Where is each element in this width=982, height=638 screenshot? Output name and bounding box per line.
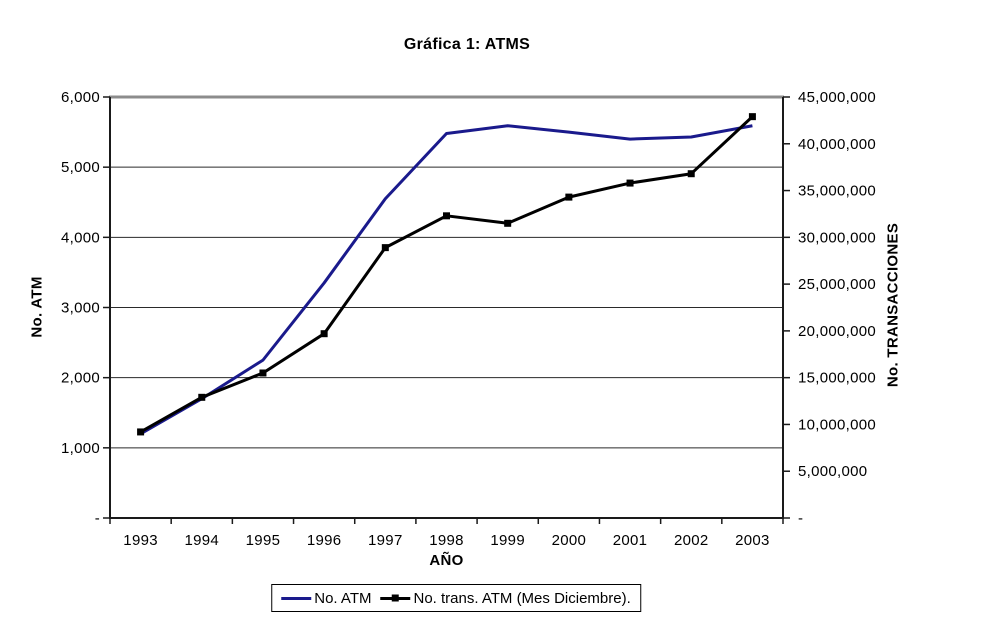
transactions-data-marker <box>443 212 450 220</box>
legend-label-transactions: No. trans. ATM (Mes Diciembre). <box>413 589 631 607</box>
atm-line-swatch-icon <box>281 596 312 600</box>
right-axis-tick-label: 10,000,000 <box>798 416 876 433</box>
x-axis-tick-label: 1993 <box>123 532 158 549</box>
square-marker-icon <box>391 594 399 602</box>
x-axis-tick-label: 1999 <box>490 532 525 549</box>
x-axis-tick-label: 2000 <box>552 532 587 549</box>
right-axis-tick-label: 25,000,000 <box>798 276 876 293</box>
left-axis-title: No. ATM <box>28 276 46 338</box>
transactions-data-marker <box>687 170 695 178</box>
atm-series-line <box>139 124 753 436</box>
right-axis-tick-label: 35,000,000 <box>798 183 876 200</box>
transactions-data-marker <box>137 428 145 436</box>
transactions-data-marker <box>381 244 389 252</box>
right-axis-tick-label: 5,000,000 <box>798 463 867 480</box>
transactions-data-marker <box>259 369 267 377</box>
x-axis-tick-label: 2003 <box>735 532 770 549</box>
x-axis-tick-label: 2001 <box>613 532 648 549</box>
legend: No. ATM No. trans. ATM (Mes Diciembre). <box>271 584 641 612</box>
transactions-data-marker <box>626 179 634 187</box>
legend-item-transactions: No. trans. ATM (Mes Diciembre). <box>380 589 631 607</box>
x-axis-tick-label: 2002 <box>674 532 709 549</box>
chart-title: Gráfica 1: ATMS <box>403 36 531 53</box>
right-axis-tick-label: 30,000,000 <box>798 229 876 246</box>
right-axis-tick-label: 15,000,000 <box>798 370 876 387</box>
right-axis-tick-label: 20,000,000 <box>798 323 876 340</box>
transactions-data-marker <box>504 219 512 227</box>
transactions-line-swatch-icon <box>380 594 411 602</box>
left-axis-tick-label: 3,000 <box>61 300 100 317</box>
left-axis-tick-label: 2,000 <box>61 370 100 387</box>
transactions-data-marker <box>320 330 328 338</box>
right-axis-tick-label: 40,000,000 <box>798 136 876 153</box>
x-axis-tick-label: 1997 <box>368 532 403 549</box>
left-axis-tick-label: 5,000 <box>61 159 100 176</box>
x-axis-tick-label: 1995 <box>246 532 281 549</box>
x-axis-title: AÑO <box>429 552 464 569</box>
left-axis-tick-label: 4,000 <box>61 229 100 246</box>
transactions-data-marker <box>198 393 206 401</box>
transactions-series-line <box>139 115 754 434</box>
x-axis-tick-label: 1996 <box>307 532 342 549</box>
transactions-data-marker <box>565 193 573 201</box>
legend-label-atm: No. ATM <box>314 589 372 607</box>
x-axis-tick-label: 1998 <box>429 532 464 549</box>
left-axis-tick-label: 1,000 <box>61 440 100 457</box>
right-axis-tick-label: 45,000,000 <box>798 89 876 106</box>
left-axis-tick-label: - <box>95 510 100 527</box>
left-axis-tick-label: 6,000 <box>61 89 100 106</box>
right-axis-tick-label: - <box>798 510 803 527</box>
right-axis-title: No. TRANSACCIONES <box>884 222 902 388</box>
legend-item-atm: No. ATM <box>281 590 371 607</box>
x-axis-tick-label: 1994 <box>184 532 219 549</box>
transactions-data-marker <box>748 113 756 121</box>
